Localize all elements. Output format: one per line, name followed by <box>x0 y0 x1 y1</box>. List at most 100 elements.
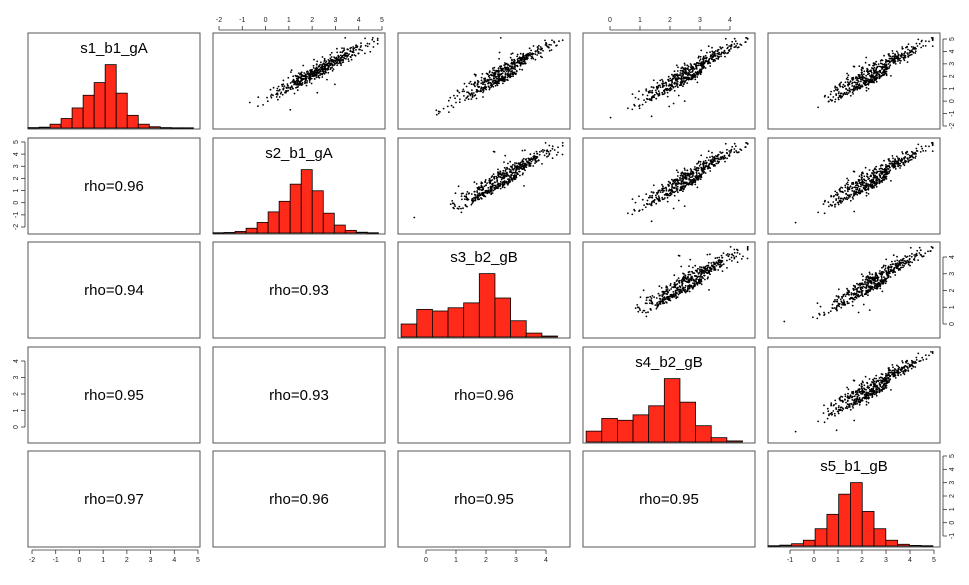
scatter-point <box>697 178 700 180</box>
scatter-point <box>866 73 869 76</box>
scatter-point <box>746 247 749 250</box>
scatter-point <box>899 162 901 165</box>
scatter-point <box>456 95 459 97</box>
scatter-point <box>831 307 834 309</box>
scatter-point <box>709 65 712 67</box>
scatter-point <box>654 304 657 306</box>
panel-frame <box>212 450 386 548</box>
scatter-point <box>465 97 468 99</box>
scatter-point <box>691 179 694 182</box>
scatter-point <box>844 393 847 396</box>
scatter-point <box>481 186 484 189</box>
scatter-point <box>666 290 669 293</box>
scatter-point <box>881 270 883 273</box>
scatter-point <box>522 160 525 163</box>
scatter-point <box>491 175 494 177</box>
scatter-point <box>851 196 854 199</box>
scatter-point <box>838 405 840 407</box>
scatter-point <box>673 178 676 181</box>
scatter-point <box>862 285 865 288</box>
scatter-point <box>329 53 332 56</box>
scatter-point <box>829 310 832 312</box>
scatter-point <box>673 89 676 92</box>
panel-frame <box>212 32 386 130</box>
scatter-point <box>667 78 669 81</box>
scatter-point <box>472 83 475 86</box>
scatter-point <box>884 267 887 270</box>
scatter-point <box>903 164 906 167</box>
hist-bar <box>478 273 496 338</box>
scatter-point <box>522 54 524 56</box>
scatter-point <box>491 188 493 191</box>
panel-frame <box>582 137 756 235</box>
panel-frame <box>212 346 386 444</box>
scatter-point <box>662 80 664 83</box>
scatter-point <box>492 69 495 71</box>
scatter-point <box>910 53 913 56</box>
scatter-point <box>875 63 877 66</box>
scatter-point <box>546 150 548 153</box>
scatter-point <box>531 56 534 58</box>
scatter-point <box>683 68 686 71</box>
scatter-point <box>477 193 480 195</box>
scatter-point <box>634 201 637 204</box>
scatter-point <box>865 89 868 92</box>
scatter-point <box>516 168 518 171</box>
scatter-point <box>841 301 843 304</box>
scatter-point <box>488 178 491 180</box>
scatter-point <box>717 161 720 164</box>
scatter-point <box>846 194 849 197</box>
scatter-point <box>903 59 906 62</box>
scatter-point <box>346 48 349 50</box>
scatter-point <box>513 65 516 68</box>
scatter-point <box>500 173 503 176</box>
scatter-point <box>884 173 886 176</box>
scatter-point <box>257 96 260 99</box>
scatter-point <box>657 84 660 87</box>
scatter-point <box>862 79 865 82</box>
scatter-point <box>847 289 849 292</box>
scatter-point <box>676 79 678 81</box>
scatter-point <box>730 47 732 50</box>
scatter-point <box>826 417 829 420</box>
hist-bar <box>632 414 650 443</box>
scatter-panel <box>794 142 934 224</box>
scatter-point <box>464 204 467 206</box>
scatter-point <box>914 50 917 53</box>
scatter-point <box>663 302 666 305</box>
scatter-point <box>931 38 934 41</box>
scatter-point <box>868 276 870 279</box>
scatter-point <box>482 96 484 98</box>
scatter-point <box>479 89 482 92</box>
scatter-point <box>330 58 333 61</box>
scatter-point <box>477 188 479 190</box>
scatter-point <box>834 100 836 103</box>
scatter-point <box>746 38 749 40</box>
scatter-point <box>679 177 682 179</box>
scatter-point <box>835 308 838 311</box>
hist-bar <box>333 224 346 234</box>
scatter-point <box>896 262 899 264</box>
scatter-point <box>275 96 278 98</box>
scatter-point <box>834 85 837 88</box>
scatter-point <box>501 186 504 189</box>
scatter-point <box>868 64 870 66</box>
scatter-point <box>505 168 507 171</box>
scatter-point <box>702 163 705 165</box>
scatter-point <box>851 79 854 81</box>
scatter-point <box>558 40 560 43</box>
scatter-point <box>670 79 672 82</box>
scatter-point <box>706 51 708 54</box>
scatter-point <box>852 181 855 184</box>
scatter-point <box>867 188 870 191</box>
scatter-point <box>473 196 475 199</box>
scatter-point <box>659 189 661 192</box>
scatter-point <box>861 279 864 281</box>
scatter-point <box>501 69 504 72</box>
scatter-point <box>480 86 483 89</box>
scatter-point <box>502 82 504 85</box>
scatter-point <box>486 79 488 82</box>
scatter-point <box>464 198 466 201</box>
scatter-point <box>289 86 292 89</box>
scatter-point <box>495 70 497 73</box>
